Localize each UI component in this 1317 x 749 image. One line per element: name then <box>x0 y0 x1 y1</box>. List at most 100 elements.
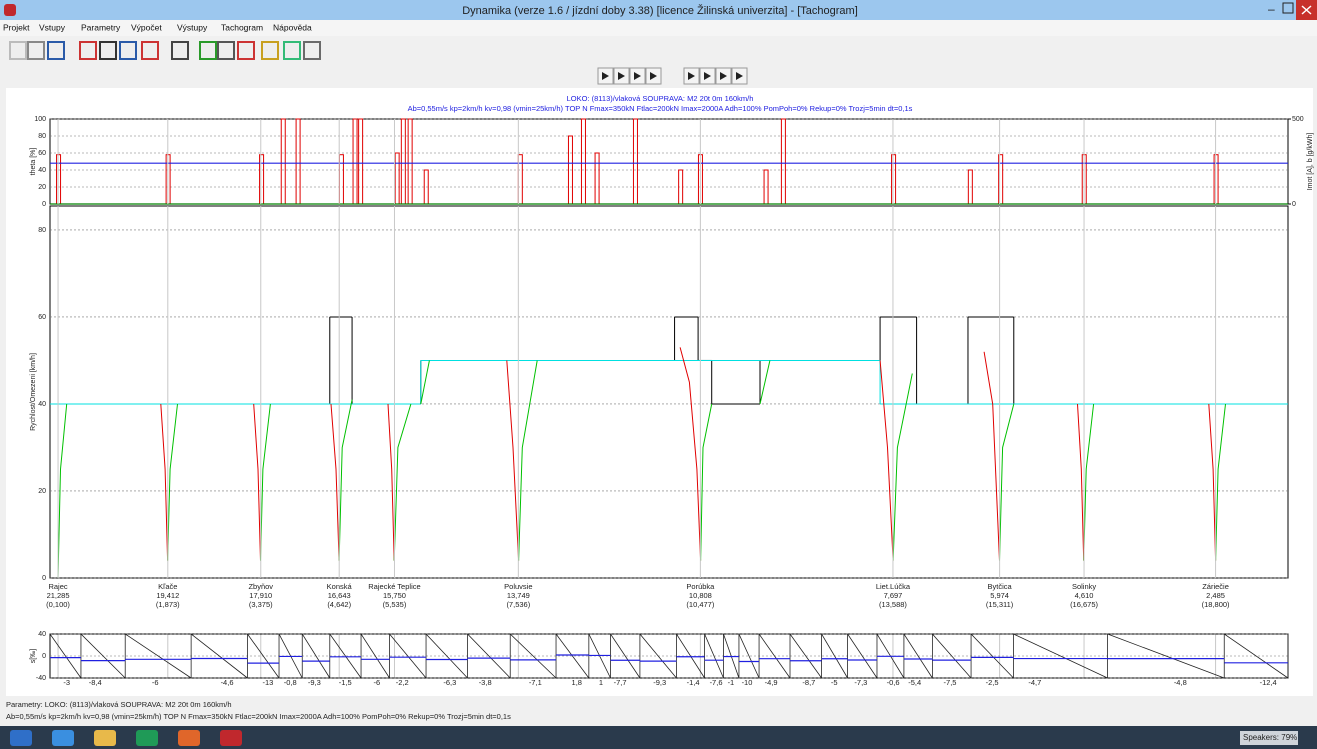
y-tick-label: 80 <box>38 133 46 140</box>
station-position: (13,588) <box>879 600 907 609</box>
station-name: Porúbka <box>686 582 715 591</box>
station-position: (5,535) <box>383 600 407 609</box>
toolbar-button[interactable] <box>100 42 116 59</box>
y-tick-label: 20 <box>38 184 46 191</box>
gradient-label: -1 <box>728 678 735 687</box>
gradient-label: -1,5 <box>339 678 352 687</box>
gradient-label: -8,7 <box>802 678 815 687</box>
gradient-label: -9,3 <box>653 678 666 687</box>
station-km: 19,412 <box>156 591 179 600</box>
taskbar-icon[interactable] <box>94 730 116 746</box>
menu-item[interactable]: Parametry <box>81 22 121 32</box>
station-km: 5,974 <box>990 591 1009 600</box>
station-position: (10,477) <box>686 600 714 609</box>
status-text: Parametry: LOKO: (8113)/vlaková SOUPRAVA… <box>6 700 232 709</box>
toolbar-button[interactable] <box>284 42 300 59</box>
station-name: Konská <box>327 582 353 591</box>
y2-tick-label: 0 <box>1292 201 1296 208</box>
gradient-label: -7,1 <box>529 678 542 687</box>
menu-item[interactable]: Výpočet <box>131 22 162 32</box>
station-km: 13,749 <box>507 591 530 600</box>
navigation-buttons <box>598 68 747 84</box>
station-position: (3,375) <box>249 600 273 609</box>
y-tick-label: 0 <box>42 575 46 582</box>
toolbar-button[interactable] <box>120 42 136 59</box>
station-km: 7,697 <box>884 591 903 600</box>
station-name: Liet.Lúčka <box>876 582 911 591</box>
toolbar-button[interactable] <box>142 42 158 59</box>
station-km: 21,285 <box>47 591 70 600</box>
station-position: (1,873) <box>156 600 180 609</box>
toolbar-button[interactable] <box>200 42 216 59</box>
y-tick-label: 40 <box>38 401 46 408</box>
y-axis-label: s[‰] <box>30 649 37 663</box>
status-text: Ab=0,55m/s kp=2km/h kv=0,98 (vmin=25km/h… <box>6 712 511 721</box>
gradient-label: -7,6 <box>710 678 723 687</box>
station-name: Záriečie <box>1202 582 1229 591</box>
menu-item[interactable]: Projekt <box>3 22 30 32</box>
station-km: 2,485 <box>1206 591 1225 600</box>
station-name: Rajecké Teplice <box>368 582 420 591</box>
chart-area <box>6 88 1313 696</box>
gradient-label: -9,3 <box>308 678 321 687</box>
station-name: Zbyňov <box>248 582 273 591</box>
station-km: 16,643 <box>328 591 351 600</box>
station-position: (15,311) <box>986 600 1014 609</box>
chart-header: Ab=0,55m/s kp=2km/h kv=0,98 (vmin=25km/h… <box>408 104 913 113</box>
station-km: 15,750 <box>383 591 406 600</box>
menu-item[interactable]: Nápověda <box>273 22 312 32</box>
gradient-label: -13 <box>262 678 273 687</box>
gradient-label: -4,6 <box>221 678 234 687</box>
station-name: Kľače <box>158 582 177 591</box>
gradient-label: -7,7 <box>614 678 627 687</box>
toolbar-button[interactable] <box>80 42 96 59</box>
chart-header: LOKO: (8113)/vlaková SOUPRAVA: M2 20t 0m… <box>567 94 754 103</box>
app-window: Dynamika (verze 1.6 / jízdní doby 3.38) … <box>0 0 1317 749</box>
station-km: 4,610 <box>1075 591 1094 600</box>
y-tick-label: -40 <box>36 675 46 682</box>
gradient-label: -7,5 <box>944 678 957 687</box>
menu-item[interactable]: Tachogram <box>221 22 263 32</box>
y2-axis-label: Imot [A], b [g/kWh] <box>1307 133 1314 191</box>
gradient-label: 1,8 <box>572 678 582 687</box>
taskbar-icon[interactable] <box>10 730 32 746</box>
station-km: 17,910 <box>249 591 272 600</box>
y-axis-label: theta [%] <box>30 148 37 176</box>
gradient-label: -4,7 <box>1028 678 1041 687</box>
toolbar <box>10 42 320 59</box>
taskbar-icon[interactable] <box>52 730 74 746</box>
menu-item[interactable]: Výstupy <box>177 22 208 32</box>
toolbar-button[interactable] <box>28 42 44 59</box>
gradient-label: -2,2 <box>396 678 409 687</box>
toolbar-button[interactable] <box>172 42 188 59</box>
gradient-label: -3 <box>63 678 70 687</box>
toolbar-button[interactable] <box>304 42 320 59</box>
gradient-label: -6 <box>152 678 159 687</box>
y-tick-label: 0 <box>42 653 46 660</box>
toolbar-button[interactable] <box>10 42 26 59</box>
gradient-label: 1 <box>599 678 603 687</box>
taskbar-icon[interactable] <box>136 730 158 746</box>
y-tick-label: 80 <box>38 227 46 234</box>
y-tick-label: 60 <box>38 150 46 157</box>
menu-item[interactable]: Vstupy <box>39 22 66 32</box>
taskbar-icon[interactable] <box>220 730 242 746</box>
gradient-label: -12,4 <box>1260 678 1277 687</box>
gradient-label: -0,8 <box>284 678 297 687</box>
station-position: (16,675) <box>1070 600 1098 609</box>
speakers-tooltip: Speakers: 79% <box>1243 733 1297 742</box>
toolbar-button[interactable] <box>238 42 254 59</box>
station-name: Solinky <box>1072 582 1096 591</box>
minimize-button[interactable]: – <box>1268 2 1275 16</box>
station-name: Rajec <box>48 582 67 591</box>
gradient-label: -6,3 <box>443 678 456 687</box>
toolbar-button[interactable] <box>262 42 278 59</box>
toolbar-button[interactable] <box>218 42 234 59</box>
gradient-label: -3,8 <box>479 678 492 687</box>
y-tick-label: 100 <box>34 116 46 123</box>
taskbar-icon[interactable] <box>178 730 200 746</box>
toolbar-button[interactable] <box>48 42 64 59</box>
station-name: Bytčica <box>988 582 1013 591</box>
station-position: (7,536) <box>506 600 530 609</box>
y2-tick-label: 500 <box>1292 116 1304 123</box>
